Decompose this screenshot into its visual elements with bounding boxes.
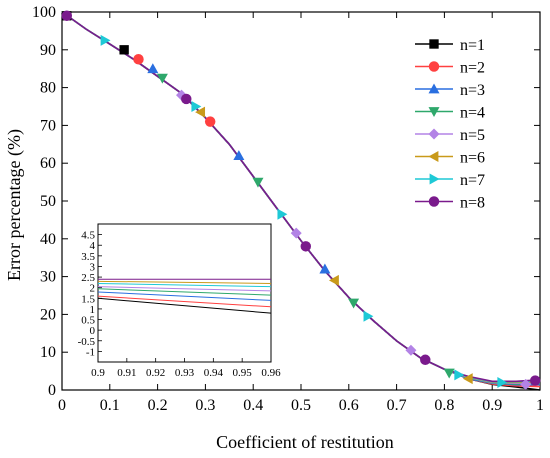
x-tick-label: 1 <box>536 397 544 414</box>
inset-x-tick-label: 0.95 <box>233 367 253 379</box>
inset-y-tick-label: 2 <box>90 283 96 295</box>
marker-circle <box>204 116 216 127</box>
x-tick-label: 0.5 <box>291 397 311 414</box>
marker-square <box>429 39 439 49</box>
inset-series-line <box>97 288 272 296</box>
y-tick-label: 0 <box>48 382 56 399</box>
marker-triangle-left <box>328 274 339 286</box>
marker-triangle-down <box>443 368 455 379</box>
marker-circle <box>420 354 431 365</box>
y-axis-title: Error percentage (%) <box>4 129 25 281</box>
inset-y-tick-label: -0.5 <box>78 336 96 348</box>
marker-circle <box>428 196 440 207</box>
marker-triangle-up <box>319 263 331 274</box>
x-tick-label: 0.9 <box>482 397 502 414</box>
x-tick-label: 0.2 <box>148 397 168 414</box>
marker-triangle-up <box>428 83 440 94</box>
inset-series-line <box>97 295 272 308</box>
inset-y-tick-label: 4.5 <box>81 230 95 242</box>
marker-triangle-left <box>462 373 473 385</box>
marker-diamond <box>520 378 532 390</box>
inset-y-tick-label: 2.5 <box>81 272 95 284</box>
x-axis-title: Coefficient of restitution <box>216 432 394 452</box>
legend-label: n=3 <box>460 82 485 99</box>
inset-y-tick-label: -1 <box>86 346 95 358</box>
legend-label: n=6 <box>460 150 485 167</box>
inset-x-tick-label: 0.9 <box>91 367 105 379</box>
main-plot: 0 0.1 0.2 0.3 0.4 0.5 0.6 0.7 0.8 0.9 101020304050… <box>32 4 544 414</box>
y-tick-label: 100 <box>32 4 56 21</box>
legend-label: n=4 <box>460 105 485 122</box>
marker-triangle-right <box>191 101 202 112</box>
marker-triangle-right <box>100 34 111 46</box>
marker-diamond <box>405 344 417 356</box>
marker-triangle-right <box>277 208 288 220</box>
marker-diamond <box>290 227 302 239</box>
y-tick-label: 10 <box>40 344 56 361</box>
marker-circle <box>61 10 73 22</box>
legend-label: n=8 <box>460 195 485 212</box>
y-tick-label: 20 <box>40 306 56 323</box>
marker-triangle-down <box>428 107 440 117</box>
x-tick-label: 0.1 <box>100 397 120 414</box>
inset-y-tick-label: 1.5 <box>81 293 95 305</box>
marker-triangle-right <box>429 173 440 185</box>
marker-triangle-left <box>428 151 439 162</box>
x-tick-label: 0.3 <box>195 397 215 414</box>
legend-label: n=1 <box>460 37 485 54</box>
y-tick-label: 80 <box>40 80 56 97</box>
marker-square <box>119 45 129 55</box>
inset-y-tick-label: 4 <box>90 240 96 252</box>
inset-x-tick-label: 0.93 <box>175 367 195 379</box>
legend-label: n=2 <box>460 60 485 77</box>
marker-triangle-down <box>252 177 264 188</box>
inset-y-tick-label: 3.5 <box>81 251 95 263</box>
y-tick-label: 40 <box>40 231 56 248</box>
marker-triangle-up <box>233 150 245 161</box>
marker-diamond <box>428 128 440 140</box>
legend-label: n=7 <box>460 172 485 189</box>
inset-series-line <box>97 280 272 284</box>
marker-circle <box>133 54 144 65</box>
inset-y-tick-label: 0 <box>90 325 96 337</box>
inset-series-line <box>97 282 272 288</box>
x-tick-label: 0 <box>58 397 66 414</box>
marker-triangle-down <box>156 73 168 84</box>
marker-triangle-right <box>497 376 508 388</box>
x-tick-label: 0.7 <box>387 397 407 414</box>
inset-series-line <box>97 291 272 301</box>
marker-circle <box>300 241 312 252</box>
x-tick-label: 0.4 <box>243 397 263 414</box>
inset-y-tick-label: 3 <box>90 261 96 273</box>
marker-circle <box>181 93 192 105</box>
marker-circle <box>529 375 541 386</box>
legend-label: n=5 <box>460 127 485 144</box>
x-tick-label: 0.6 <box>339 397 359 414</box>
inset-series-line <box>97 297 272 314</box>
inset-x-tick-label: 0.96 <box>261 367 281 379</box>
inset-plot: 0.9 0.91 0.92 0.93 0.94 0.95 0.96 -1-0.500.511.… <box>78 223 281 379</box>
inset-x-tick-label: 0.91 <box>117 367 136 379</box>
y-tick-label: 30 <box>40 269 56 286</box>
legend: n=1 n=2 n=3 n=4 n=5 n=6 n=7 n=8 <box>415 37 485 212</box>
marker-triangle-left <box>195 106 206 118</box>
marker-circle <box>428 61 440 72</box>
y-tick-label: 90 <box>40 42 56 59</box>
inset-x-tick-label: 0.94 <box>204 367 224 379</box>
marker-triangle-down <box>348 298 360 309</box>
inset-x-tick-label: 0.92 <box>146 367 165 379</box>
x-tick-label: 0.8 <box>434 397 454 414</box>
y-tick-label: 50 <box>40 193 56 210</box>
y-tick-label: 70 <box>40 117 56 134</box>
inset-series-line <box>97 286 272 292</box>
inset-y-tick-label: 0.5 <box>81 315 95 327</box>
marker-triangle-right <box>454 369 465 381</box>
y-tick-label: 60 <box>40 155 56 172</box>
marker-triangle-up <box>147 63 159 74</box>
marker-triangle-right <box>363 310 374 322</box>
inset-y-tick-label: 1 <box>90 304 96 316</box>
